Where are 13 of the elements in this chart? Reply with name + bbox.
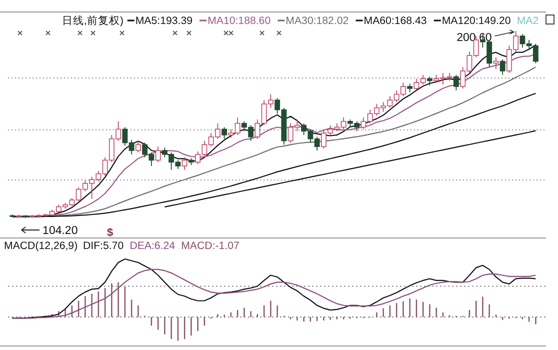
text: 104.20 (42, 225, 78, 237)
legend-label: MA60:168.43 (364, 15, 427, 27)
legend-label: MA10:188.60 (208, 15, 271, 27)
legend-label: MA30:182.02 (286, 15, 349, 27)
chart-title: 日线,前复权) (62, 14, 124, 27)
series-label: DIF:5.70 (82, 240, 124, 252)
text: MACD:-1.07 (181, 240, 240, 252)
text: $ (106, 227, 114, 239)
legend-label: MA5:193.39 (135, 15, 193, 27)
text: MA2 (516, 15, 539, 27)
legend-label: MA120:149.20 (442, 15, 511, 27)
chart-title: MACD(12,26,9) (4, 240, 78, 252)
series-label: DEA:6.24 (130, 240, 176, 252)
